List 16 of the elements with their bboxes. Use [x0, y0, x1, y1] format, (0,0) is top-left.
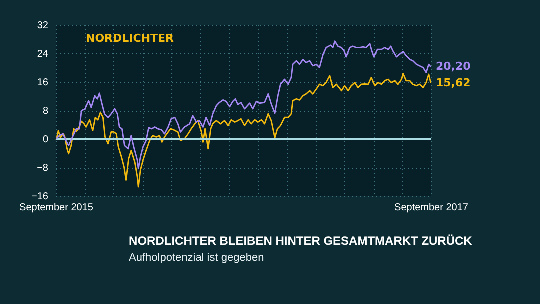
text: NORDLICHTER: [86, 32, 175, 45]
y-tick-label: −16: [32, 192, 49, 202]
y-tick-label: 32: [37, 20, 49, 32]
text: NORDLICHTER BLEIBEN HINTER GESAMTMARKT ZURÜCK: [129, 234, 473, 248]
y-tick-label: 24: [37, 49, 49, 60]
line-series: [56, 40, 432, 170]
annotation: 15,62: [436, 76, 471, 90]
y-tick-label: 16: [37, 78, 49, 88]
y-tick-label: 8: [42, 106, 49, 117]
line-series: [56, 73, 432, 188]
x-tick-label: September 2017: [394, 202, 469, 214]
y-tick-label: 0: [42, 134, 49, 146]
y-tick-label: −8: [37, 163, 49, 174]
annotation: 20,20: [436, 60, 472, 74]
x-tick-label: September 2015: [20, 202, 94, 214]
text: Aufholpotenzial ist gegeben: [129, 252, 264, 264]
